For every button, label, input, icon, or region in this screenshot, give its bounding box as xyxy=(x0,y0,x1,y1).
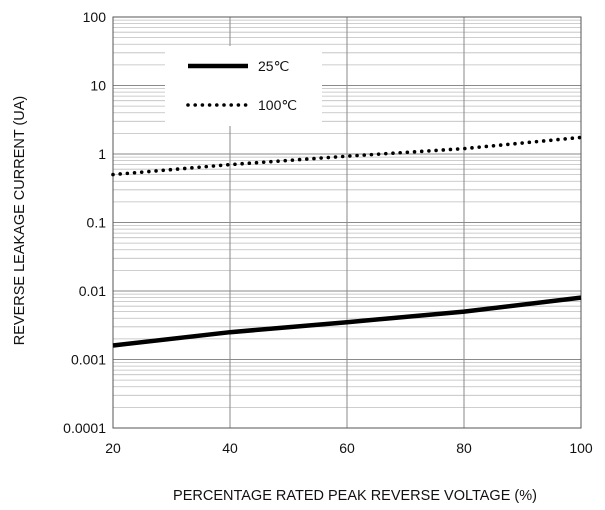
x-tick-label: 40 xyxy=(222,440,238,456)
x-tick-label: 20 xyxy=(105,440,121,456)
x-tick-label: 60 xyxy=(339,440,355,456)
y-tick-label: 0.1 xyxy=(87,215,107,231)
y-tick-label: 0.01 xyxy=(79,283,106,299)
series-layer xyxy=(111,135,583,348)
legend: 25℃ 100℃ xyxy=(165,46,322,126)
x-axis-title: PERCENTAGE RATED PEAK REVERSE VOLTAGE (%… xyxy=(173,488,537,504)
series-line-2 xyxy=(111,135,583,177)
series-line-1 xyxy=(112,295,582,348)
y-tick-labels: 0.0001 0.001 0.01 0.1 1 10 100 xyxy=(63,9,106,436)
legend-label-1: 25℃ xyxy=(258,58,289,74)
y-tick-label: 0.0001 xyxy=(63,420,106,436)
y-tick-label: 1 xyxy=(98,146,106,162)
y-axis-title: REVERSE LEAKAGE CURRENT (UA) xyxy=(12,96,28,346)
y-tick-label: 10 xyxy=(90,78,106,94)
x-tick-label: 100 xyxy=(569,440,593,456)
x-tick-labels: 20 40 60 80 100 xyxy=(105,440,593,456)
x-tick-label: 80 xyxy=(456,440,472,456)
y-tick-label: 0.001 xyxy=(71,352,106,368)
y-tick-label: 100 xyxy=(83,9,107,25)
legend-label-2: 100℃ xyxy=(258,97,297,113)
plot-frame xyxy=(112,16,582,429)
legend-box xyxy=(165,46,322,126)
